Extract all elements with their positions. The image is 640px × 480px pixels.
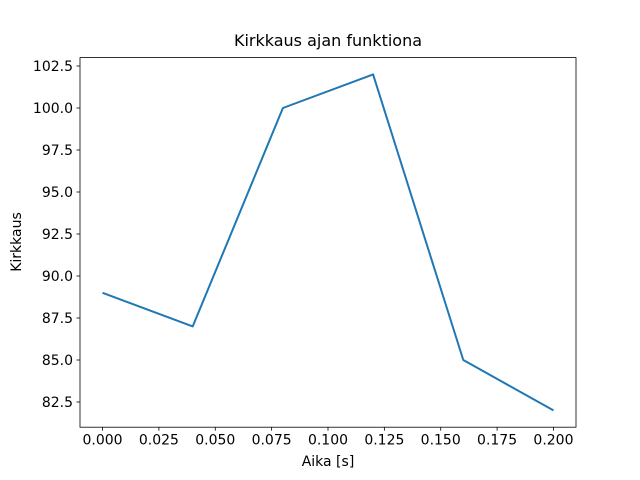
x-tick-label: 0.125 <box>364 433 404 449</box>
x-tick-label: 0.100 <box>308 433 348 449</box>
y-tick-label: 92.5 <box>42 227 73 243</box>
y-tick-label: 82.5 <box>42 395 73 411</box>
y-tick-label: 85.0 <box>42 353 73 369</box>
y-tick-label: 87.5 <box>42 311 73 327</box>
chart-title: Kirkkaus ajan funktiona <box>233 31 423 50</box>
x-tick-label: 0.000 <box>82 433 122 449</box>
y-tick-label: 97.5 <box>42 143 73 159</box>
x-tick-label: 0.075 <box>252 433 292 449</box>
x-tick-label: 0.050 <box>195 433 235 449</box>
x-tick-label: 0.200 <box>533 433 573 449</box>
y-tick-label: 102.5 <box>33 59 73 75</box>
x-tick-label: 0.150 <box>421 433 461 449</box>
y-tick-label: 100.0 <box>33 101 73 117</box>
x-axis-label: Aika [s] <box>301 454 355 470</box>
plot-frame <box>79 57 577 428</box>
x-tick-label: 0.025 <box>139 433 179 449</box>
x-tick-label: 0.175 <box>477 433 517 449</box>
y-tick-label: 95.0 <box>42 185 73 201</box>
y-tick-label: 90.0 <box>42 269 73 285</box>
data-line <box>102 73 554 412</box>
y-axis-label: Kirkkaus <box>9 212 25 272</box>
